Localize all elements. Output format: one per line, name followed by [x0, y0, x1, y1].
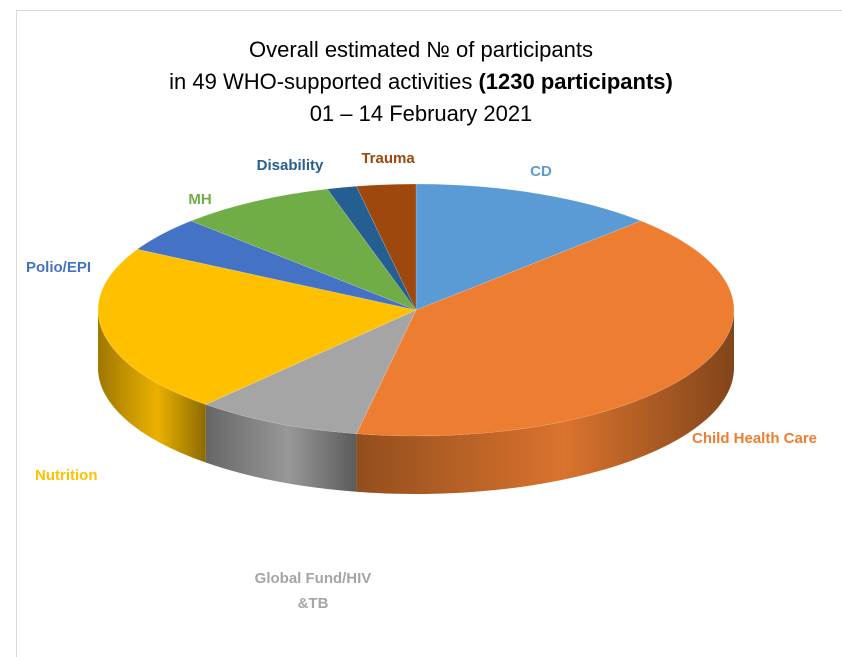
pie-slice-nutrition: [97, 248, 417, 405]
pie-slice-mh: [190, 188, 417, 311]
slice-label-polio-epi: Polio/EPI: [26, 259, 91, 276]
chart-title-total: (1230 participants): [478, 69, 673, 94]
pie-labels: CD Child Health Care Global Fund/HIV &TB Nut…: [26, 150, 817, 612]
slice-label-trauma: Trauma: [361, 150, 415, 167]
pie-top: [97, 183, 735, 437]
pie-slice-child-health-care: [355, 220, 735, 437]
slice-label-disability: Disability: [257, 157, 324, 174]
pie-side-nutrition: [98, 310, 206, 463]
slice-label-global-fund-hiv-tb: Global Fund/HIV &TB: [255, 570, 372, 612]
slice-label-mh: MH: [188, 191, 211, 208]
pie-slice-polio-epi: [136, 220, 417, 311]
chart-title-line-2: in 49 WHO-supported activities (1230 par…: [0, 66, 842, 97]
chart-title-line-3: 01 – 14 February 2021: [309, 101, 533, 126]
slice-label-cd: CD: [530, 163, 552, 180]
chart-title-line-2-text: in 49 WHO-supported activities: [169, 69, 479, 94]
pie-slice-disability: [326, 185, 417, 311]
slice-label-child-health-care: Child Health Care: [692, 430, 817, 447]
chart-frame: [16, 10, 842, 657]
pie-slice-global-fund-hiv-tb: [204, 309, 417, 435]
pie-side-global-fund-hiv-tb: [205, 404, 357, 492]
pie-slice-trauma: [355, 183, 417, 311]
pie-side-child-health-care: [356, 310, 734, 494]
pie-sides: [98, 310, 734, 494]
pie-slice-cd: [415, 183, 642, 311]
chart-title-line-1: Overall estimated № of participants: [249, 37, 593, 62]
slice-label-nutrition: Nutrition: [35, 467, 97, 484]
